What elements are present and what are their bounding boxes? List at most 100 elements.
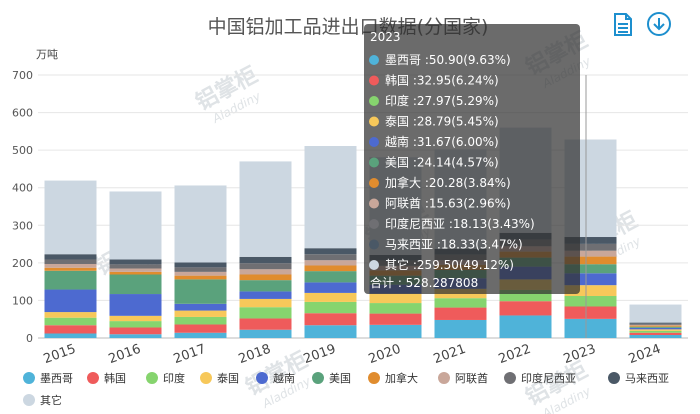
bar-segment-2020-印度[interactable] (369, 303, 422, 314)
bar-segment-2016-越南[interactable] (109, 294, 162, 316)
bar-segment-2023-印度[interactable] (564, 295, 617, 307)
legend-item-印度[interactable]: 印度 (146, 371, 185, 385)
bar-segment-2015-印度尼西亚[interactable] (44, 259, 97, 264)
bar-segment-2015-美国[interactable] (44, 270, 97, 290)
legend-item-墨西哥[interactable]: 墨西哥 (23, 372, 73, 385)
download-icon[interactable] (647, 12, 671, 36)
bar-segment-2017-泰国[interactable] (174, 310, 227, 317)
bar-segment-2023-阿联酋[interactable] (564, 250, 617, 257)
bar-segment-2016-其它[interactable] (109, 191, 162, 260)
bar-segment-2019-美国[interactable] (304, 271, 357, 283)
bar-segment-2017-加拿大[interactable] (174, 275, 227, 280)
bar-segment-2018-加拿大[interactable] (239, 274, 292, 281)
bar-segment-2018-印度尼西亚[interactable] (239, 263, 292, 270)
bar-segment-2024-韩国[interactable] (629, 332, 682, 335)
bar-segment-2021-墨西哥[interactable] (434, 319, 487, 338)
legend-item-越南[interactable]: 越南 (256, 371, 295, 385)
bar-segment-2018-越南[interactable] (239, 291, 292, 299)
legend-item-阿联酋[interactable]: 阿联酋 (438, 371, 488, 385)
bar-segment-2024-墨西哥[interactable] (629, 334, 682, 338)
legend-item-其它[interactable]: 其它 (23, 393, 62, 407)
bar-segment-2015-泰国[interactable] (44, 312, 97, 318)
bar-segment-2020-韩国[interactable] (369, 313, 422, 325)
bar-segment-2019-马来西亚[interactable] (304, 248, 357, 255)
bar-segment-2019-泰国[interactable] (304, 292, 357, 302)
bar-segment-2016-墨西哥[interactable] (109, 334, 162, 338)
bar-segment-2018-韩国[interactable] (239, 318, 292, 330)
bar-segment-2016-泰国[interactable] (109, 315, 162, 322)
document-icon[interactable] (614, 13, 632, 36)
bar-segment-2019-印度尼西亚[interactable] (304, 254, 357, 261)
bar-segment-2017-马来西亚[interactable] (174, 262, 227, 268)
bar-segment-2017-阿联酋[interactable] (174, 271, 227, 276)
bar-segment-2017-美国[interactable] (174, 279, 227, 304)
bar-segment-2024-其它[interactable] (629, 304, 682, 323)
legend-item-韩国[interactable]: 韩国 (87, 371, 126, 385)
bar-segment-2015-越南[interactable] (44, 289, 97, 313)
bar-segment-2023-马来西亚[interactable] (564, 237, 617, 244)
bar-segment-2023-泰国[interactable] (564, 285, 617, 296)
bar-segment-2024-阿联酋[interactable] (629, 324, 682, 326)
bar-segment-2021-印度[interactable] (434, 298, 487, 308)
bar-segment-2015-其它[interactable] (44, 180, 97, 255)
bar-segment-2019-墨西哥[interactable] (304, 325, 357, 338)
bar-segment-2018-美国[interactable] (239, 280, 292, 292)
bar-segment-2019-阿联酋[interactable] (304, 260, 357, 266)
bar-segment-2019-其它[interactable] (304, 146, 357, 249)
bar-segment-2019-韩国[interactable] (304, 313, 357, 326)
bar-segment-2018-泰国[interactable] (239, 298, 292, 308)
legend-item-马来西亚[interactable]: 马来西亚 (608, 372, 669, 385)
legend-item-泰国[interactable]: 泰国 (200, 371, 239, 385)
bar-segment-2023-加拿大[interactable] (564, 256, 617, 265)
bar-segment-2016-美国[interactable] (109, 274, 162, 295)
bar-segment-2017-印度[interactable] (174, 316, 227, 325)
bar-segment-2016-马来西亚[interactable] (109, 259, 162, 265)
bar-segment-2024-泰国[interactable] (629, 329, 682, 331)
bar-segment-2017-其它[interactable] (174, 185, 227, 263)
bar-segment-2016-阿联酋[interactable] (109, 268, 162, 272)
bar-segment-2015-加拿大[interactable] (44, 267, 97, 271)
bar-segment-2019-加拿大[interactable] (304, 265, 357, 272)
legend-item-加拿大[interactable]: 加拿大 (368, 371, 418, 385)
bar-segment-2015-墨西哥[interactable] (44, 333, 97, 338)
bar-segment-2022-韩国[interactable] (499, 301, 552, 316)
bar-segment-2019-越南[interactable] (304, 282, 357, 293)
legend-item-美国[interactable]: 美国 (312, 372, 351, 385)
bar-segment-2016-韩国[interactable] (109, 327, 162, 335)
bar-segment-2016-印度[interactable] (109, 321, 162, 328)
legend-item-印度尼西亚[interactable]: 印度尼西亚 (504, 371, 576, 385)
bar-segment-2017-墨西哥[interactable] (174, 332, 227, 338)
bar-segment-2024-美国[interactable] (629, 326, 682, 328)
bar-segment-2023-韩国[interactable] (564, 306, 617, 319)
bar-segment-2023-越南[interactable] (564, 273, 617, 286)
bar-segment-2017-越南[interactable] (174, 303, 227, 311)
bar-segment-2022-印度[interactable] (499, 289, 552, 302)
bar-segment-2018-马来西亚[interactable] (239, 256, 292, 264)
bar-segment-2022-墨西哥[interactable] (499, 315, 552, 338)
bar-segment-2015-印度[interactable] (44, 317, 97, 326)
bar-segment-2015-马来西亚[interactable] (44, 254, 97, 260)
bar-segment-2016-印度尼西亚[interactable] (109, 264, 162, 269)
bar-segment-2023-墨西哥[interactable] (564, 318, 617, 338)
bar-segment-2020-泰国[interactable] (369, 293, 422, 304)
bar-segment-2024-印度[interactable] (629, 330, 682, 333)
bar-segment-2016-加拿大[interactable] (109, 271, 162, 275)
bar-segment-2024-加拿大[interactable] (629, 325, 682, 327)
bar-segment-2024-马来西亚[interactable] (629, 322, 682, 324)
bar-segment-2015-阿联酋[interactable] (44, 263, 97, 268)
bar-segment-2023-美国[interactable] (564, 264, 617, 274)
bar-segment-2024-越南[interactable] (629, 327, 682, 330)
bar-segment-2018-印度[interactable] (239, 307, 292, 319)
bar-segment-2020-墨西哥[interactable] (369, 324, 422, 338)
bar-segment-2017-韩国[interactable] (174, 324, 227, 333)
bar-segment-2023-印度尼西亚[interactable] (564, 243, 617, 251)
bar-segment-2024-印度尼西亚[interactable] (629, 323, 682, 325)
bar-segment-2019-印度[interactable] (304, 301, 357, 314)
legend-label: 韩国 (104, 371, 126, 385)
bar-segment-2018-墨西哥[interactable] (239, 329, 292, 338)
bar-segment-2017-印度尼西亚[interactable] (174, 267, 227, 272)
bar-segment-2015-韩国[interactable] (44, 325, 97, 334)
bar-segment-2021-韩国[interactable] (434, 307, 487, 320)
bar-segment-2018-其它[interactable] (239, 161, 292, 257)
bar-segment-2018-阿联酋[interactable] (239, 269, 292, 275)
